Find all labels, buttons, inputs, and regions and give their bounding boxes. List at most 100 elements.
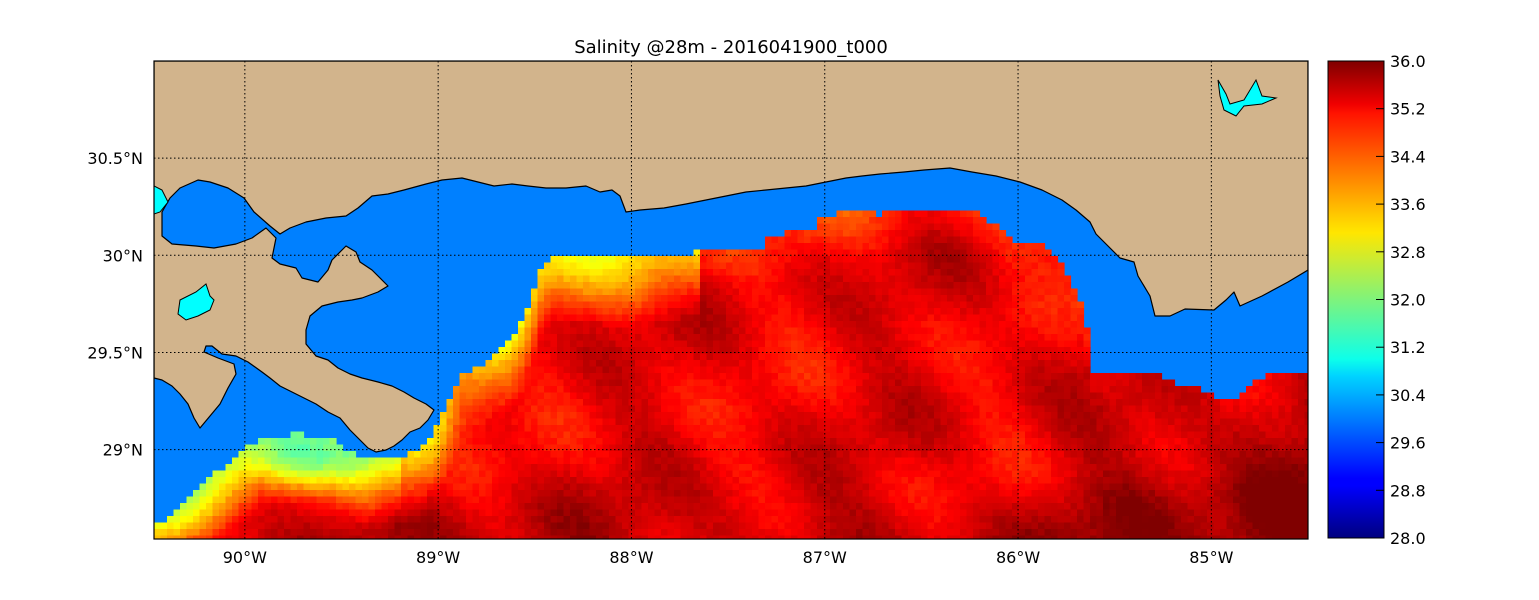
salinity-cell — [589, 405, 597, 413]
salinity-cell — [680, 295, 688, 303]
salinity-cell — [1025, 243, 1033, 251]
salinity-cell — [518, 535, 526, 539]
salinity-cell — [726, 412, 734, 420]
salinity-cell — [661, 418, 669, 426]
salinity-cell — [836, 249, 844, 257]
salinity-cell — [1044, 340, 1052, 348]
salinity-cell — [550, 535, 558, 539]
salinity-cell — [238, 470, 246, 478]
salinity-cell — [576, 256, 584, 264]
salinity-cell — [537, 529, 545, 537]
salinity-cell — [440, 451, 448, 459]
salinity-cell — [251, 529, 259, 537]
salinity-cell — [992, 334, 1000, 342]
salinity-cell — [1064, 327, 1072, 335]
salinity-cell — [654, 509, 662, 517]
salinity-cell — [908, 308, 916, 316]
salinity-cell — [570, 353, 578, 361]
salinity-cell — [908, 516, 916, 524]
salinity-cell — [934, 509, 942, 517]
salinity-cell — [973, 470, 981, 478]
salinity-cell — [1031, 503, 1039, 511]
salinity-cell — [875, 457, 883, 465]
salinity-cell — [784, 334, 792, 342]
salinity-cell — [583, 464, 591, 472]
salinity-cell — [498, 496, 506, 504]
salinity-cell — [862, 223, 870, 231]
salinity-cell — [986, 308, 994, 316]
salinity-cell — [511, 392, 519, 400]
salinity-cell — [693, 275, 701, 283]
salinity-cell — [667, 535, 675, 539]
salinity-cell — [700, 295, 708, 303]
salinity-cell — [271, 503, 279, 511]
salinity-cell — [745, 334, 753, 342]
salinity-cell — [609, 483, 617, 491]
salinity-cell — [557, 529, 565, 537]
salinity-cell — [719, 340, 727, 348]
salinity-cell — [238, 516, 246, 524]
salinity-cell — [856, 451, 864, 459]
salinity-cell — [1031, 444, 1039, 452]
salinity-cell — [849, 366, 857, 374]
salinity-cell — [817, 366, 825, 374]
salinity-cell — [628, 470, 636, 478]
salinity-cell — [485, 418, 493, 426]
salinity-cell — [927, 418, 935, 426]
salinity-cell — [251, 470, 259, 478]
salinity-cell — [1038, 392, 1046, 400]
salinity-cell — [706, 457, 714, 465]
salinity-cell — [388, 509, 396, 517]
salinity-cell — [414, 451, 422, 459]
salinity-cell — [921, 490, 929, 498]
salinity-cell — [1005, 347, 1013, 355]
salinity-cell — [966, 236, 974, 244]
salinity-cell — [557, 386, 565, 394]
salinity-cell — [810, 308, 818, 316]
salinity-cell — [570, 522, 578, 530]
salinity-cell — [589, 522, 597, 530]
salinity-cell — [862, 412, 870, 420]
salinity-cell — [1083, 451, 1091, 459]
salinity-cell — [862, 217, 870, 225]
salinity-cell — [1031, 373, 1039, 381]
salinity-cell — [667, 334, 675, 342]
salinity-cell — [1090, 522, 1098, 530]
salinity-cell — [986, 464, 994, 472]
salinity-cell — [700, 522, 708, 530]
salinity-cell — [869, 314, 877, 322]
salinity-cell — [472, 483, 480, 491]
salinity-cell — [1070, 464, 1078, 472]
salinity-cell — [687, 321, 695, 329]
salinity-cell — [973, 392, 981, 400]
salinity-cell — [1038, 496, 1046, 504]
salinity-cell — [446, 483, 454, 491]
salinity-cell — [797, 464, 805, 472]
salinity-cell — [661, 438, 669, 446]
salinity-cell — [745, 425, 753, 433]
salinity-cell — [609, 308, 617, 316]
salinity-cell — [901, 503, 909, 511]
salinity-cell — [947, 288, 955, 296]
salinity-cell — [979, 353, 987, 361]
salinity-cell — [1064, 405, 1072, 413]
salinity-cell — [706, 379, 714, 387]
salinity-cell — [927, 457, 935, 465]
salinity-cell — [1057, 321, 1065, 329]
salinity-cell — [778, 509, 786, 517]
salinity-cell — [375, 470, 383, 478]
salinity-cell — [745, 516, 753, 524]
salinity-cell — [609, 386, 617, 394]
salinity-cell — [986, 236, 994, 244]
salinity-cell — [752, 295, 760, 303]
salinity-cell — [290, 496, 298, 504]
salinity-cell — [609, 444, 617, 452]
salinity-cell — [661, 334, 669, 342]
salinity-cell — [362, 470, 370, 478]
salinity-cell — [570, 256, 578, 264]
salinity-cell — [921, 210, 929, 218]
salinity-cell — [1012, 373, 1020, 381]
salinity-cell — [1025, 444, 1033, 452]
salinity-cell — [804, 373, 812, 381]
salinity-cell — [1038, 464, 1046, 472]
